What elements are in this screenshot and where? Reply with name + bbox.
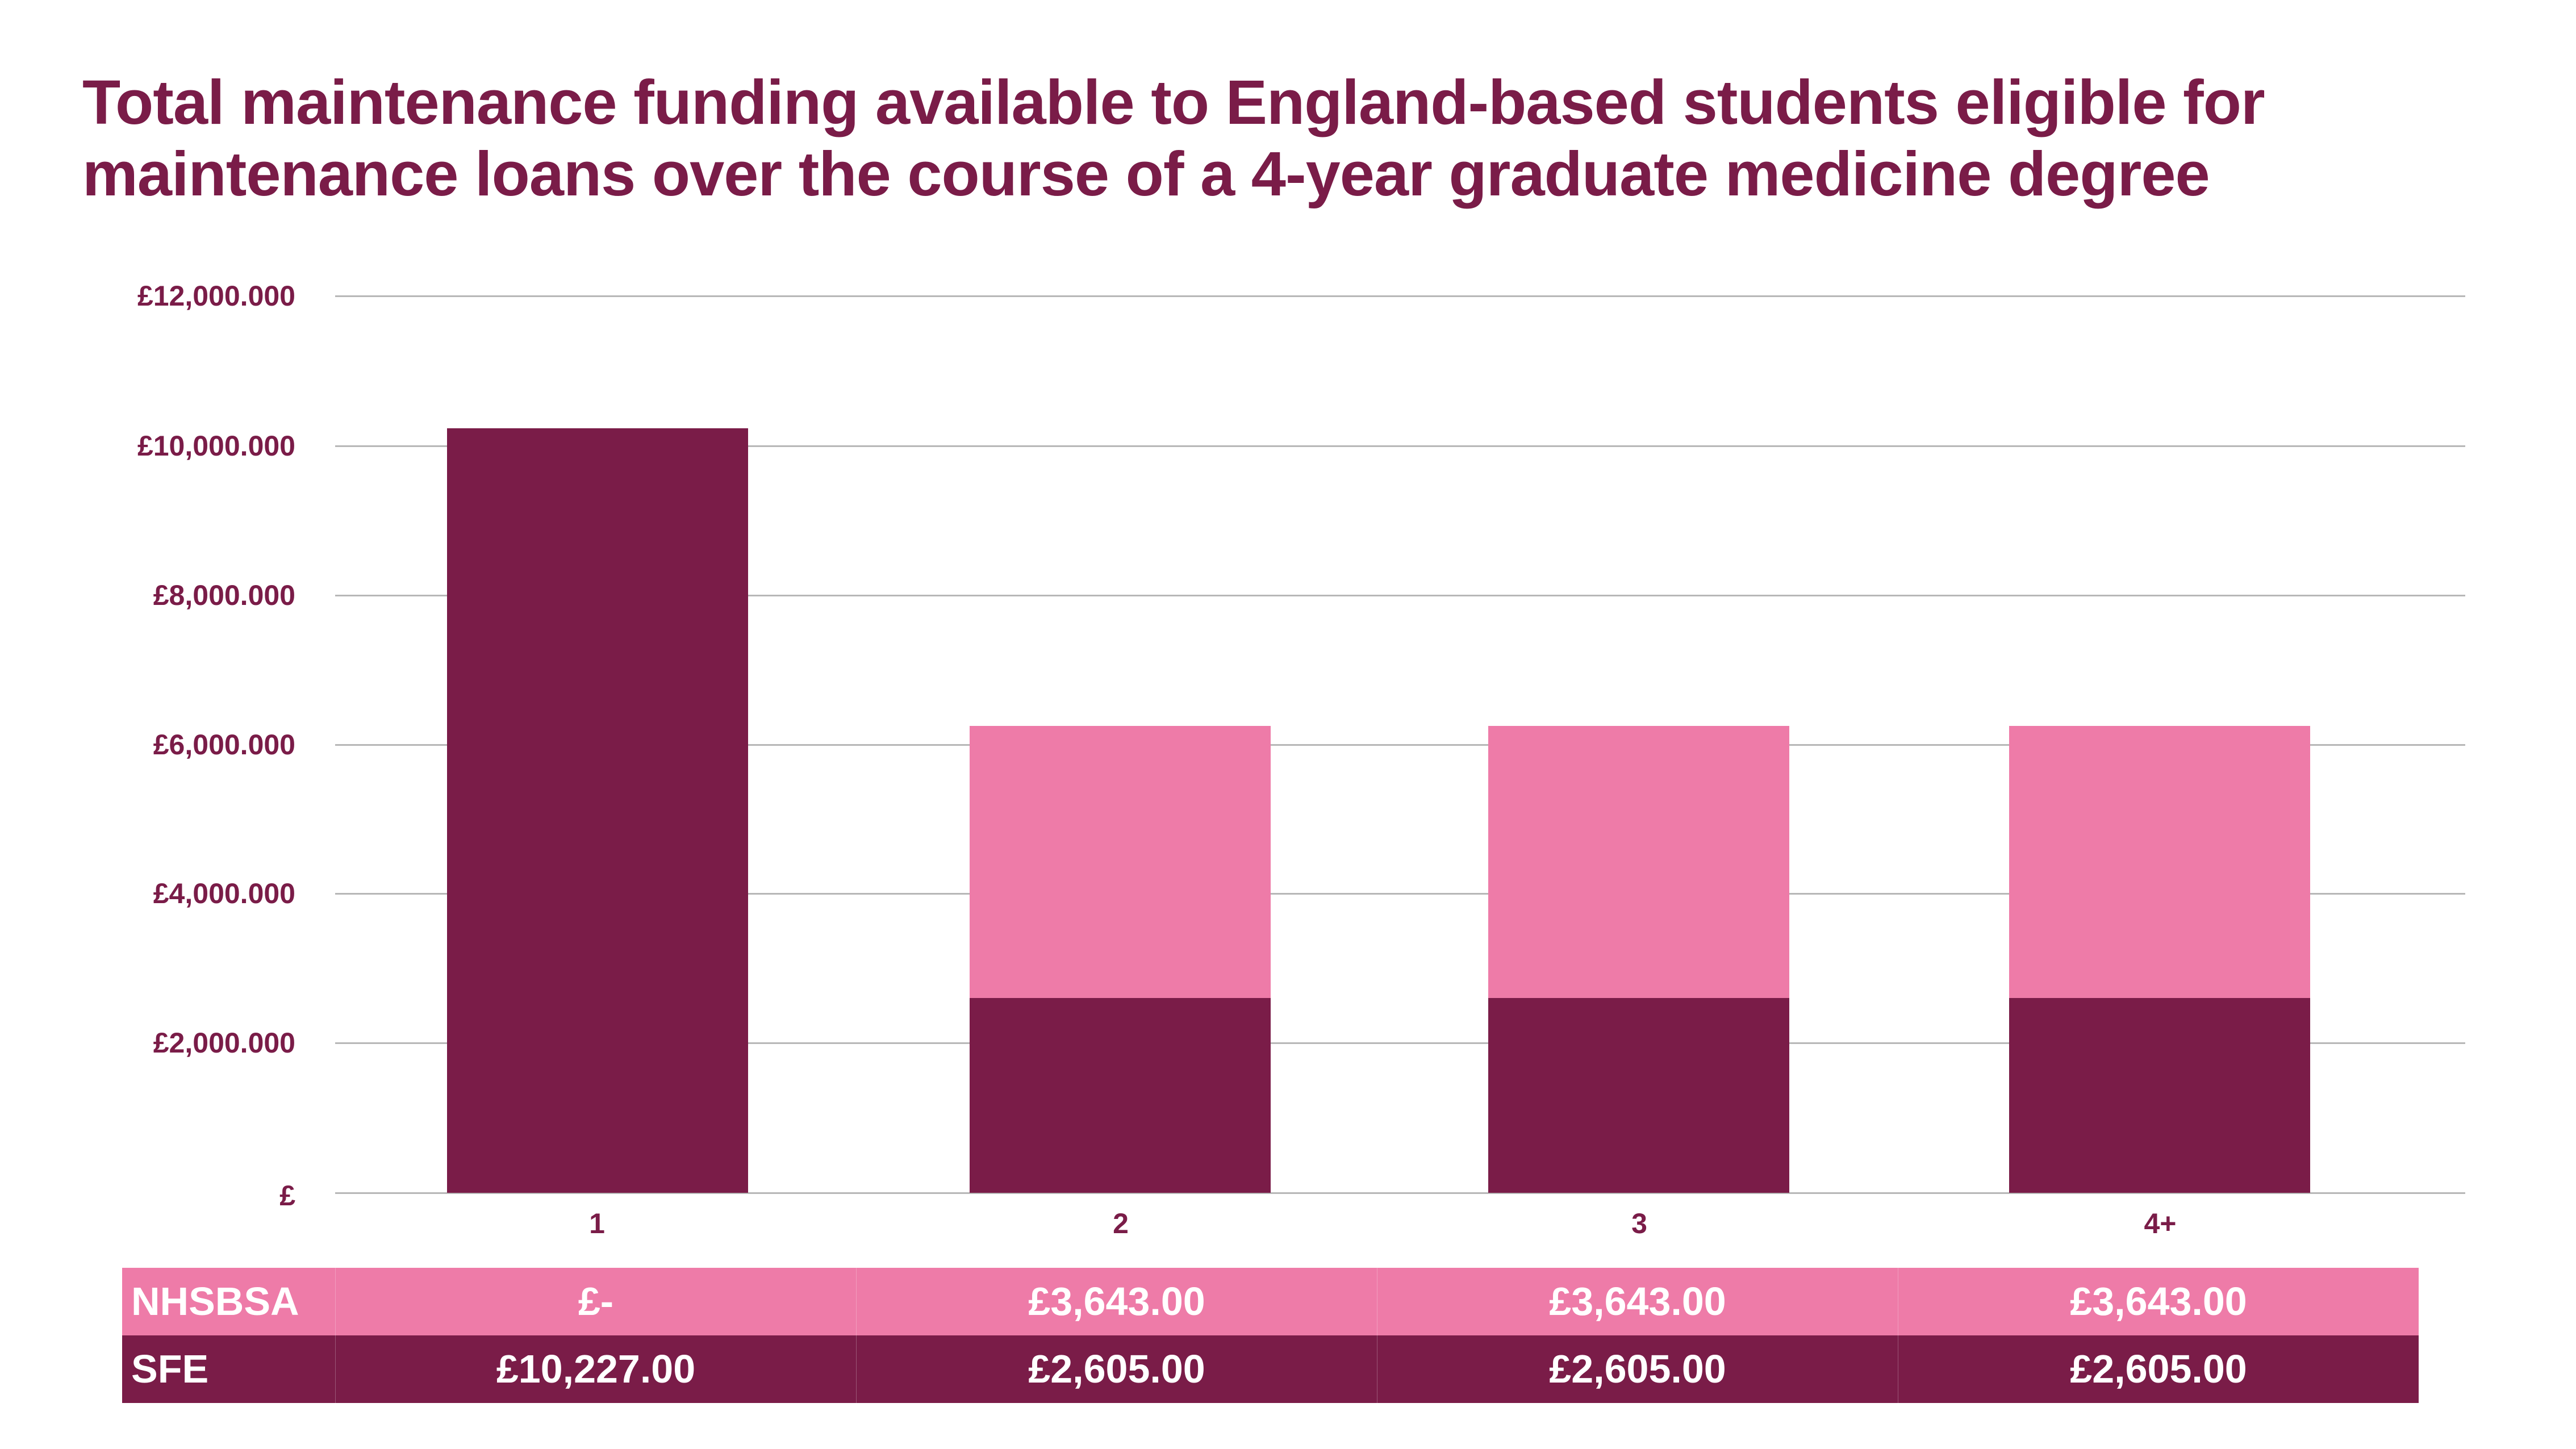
y-tick-label: £6,000.000: [153, 729, 295, 761]
x-tick-label: 1: [589, 1208, 605, 1239]
data-table: NHSBSA £- £3,643.00 £3,643.00 £3,643.00 …: [122, 1268, 2419, 1403]
chart-title: Total maintenance funding available to E…: [82, 67, 2468, 210]
table-cell: £2,605.00: [1377, 1335, 1898, 1403]
gridline: [335, 295, 2465, 297]
bar-segment-sfe: [2009, 998, 2310, 1193]
bar-segment-nhsbsa: [1488, 725, 1789, 999]
bar-3: [1488, 725, 1789, 1193]
y-tick-label: £2,000.000: [153, 1027, 295, 1059]
y-tick-label: £10,000.000: [137, 430, 295, 462]
y-tick-label: £12,000.000: [137, 280, 295, 312]
gridline: [335, 744, 2465, 746]
bar-2: [970, 725, 1271, 1193]
row-label-nhsbsa: NHSBSA: [131, 1279, 299, 1323]
table-cell: £3,643.00: [856, 1268, 1377, 1335]
bar-segment-sfe: [970, 998, 1271, 1193]
gridline: [335, 893, 2465, 895]
table-cell: £2,605.00: [856, 1335, 1377, 1403]
x-tick-label: 4+: [2144, 1208, 2177, 1239]
bar-segment-sfe: [1488, 998, 1789, 1193]
y-tick-label: £: [279, 1180, 295, 1212]
gridline: [335, 595, 2465, 596]
y-tick-label: £4,000.000: [153, 878, 295, 909]
gridline: [335, 1042, 2465, 1044]
table-cell: £2,605.00: [1898, 1335, 2419, 1403]
table-row-nhsbsa: NHSBSA £- £3,643.00 £3,643.00 £3,643.00: [122, 1268, 2419, 1335]
bar-1: [447, 428, 748, 1193]
bar-segment-nhsbsa: [970, 725, 1271, 999]
x-tick-label: 2: [1113, 1208, 1129, 1239]
table-cell: £3,643.00: [1898, 1268, 2419, 1335]
row-label-sfe: SFE: [131, 1347, 209, 1391]
chart-title-line-1: Total maintenance funding available to E…: [82, 68, 2265, 137]
table-cell: £10,227.00: [335, 1335, 856, 1403]
y-tick-label: £8,000.000: [153, 579, 295, 611]
bar-segment-sfe: [447, 428, 748, 1193]
bar-4+: [2009, 725, 2310, 1193]
x-axis-baseline: [335, 1192, 2465, 1194]
bar-segment-nhsbsa: [2009, 725, 2310, 999]
x-tick-label: 3: [1631, 1208, 1647, 1239]
table-cell: £3,643.00: [1377, 1268, 1898, 1335]
table-row-sfe: SFE £10,227.00 £2,605.00 £2,605.00 £2,60…: [122, 1335, 2419, 1403]
chart-title-line-2: maintenance loans over the course of a 4…: [82, 139, 2210, 209]
table-cell: £-: [335, 1268, 856, 1335]
gridline: [335, 445, 2465, 447]
